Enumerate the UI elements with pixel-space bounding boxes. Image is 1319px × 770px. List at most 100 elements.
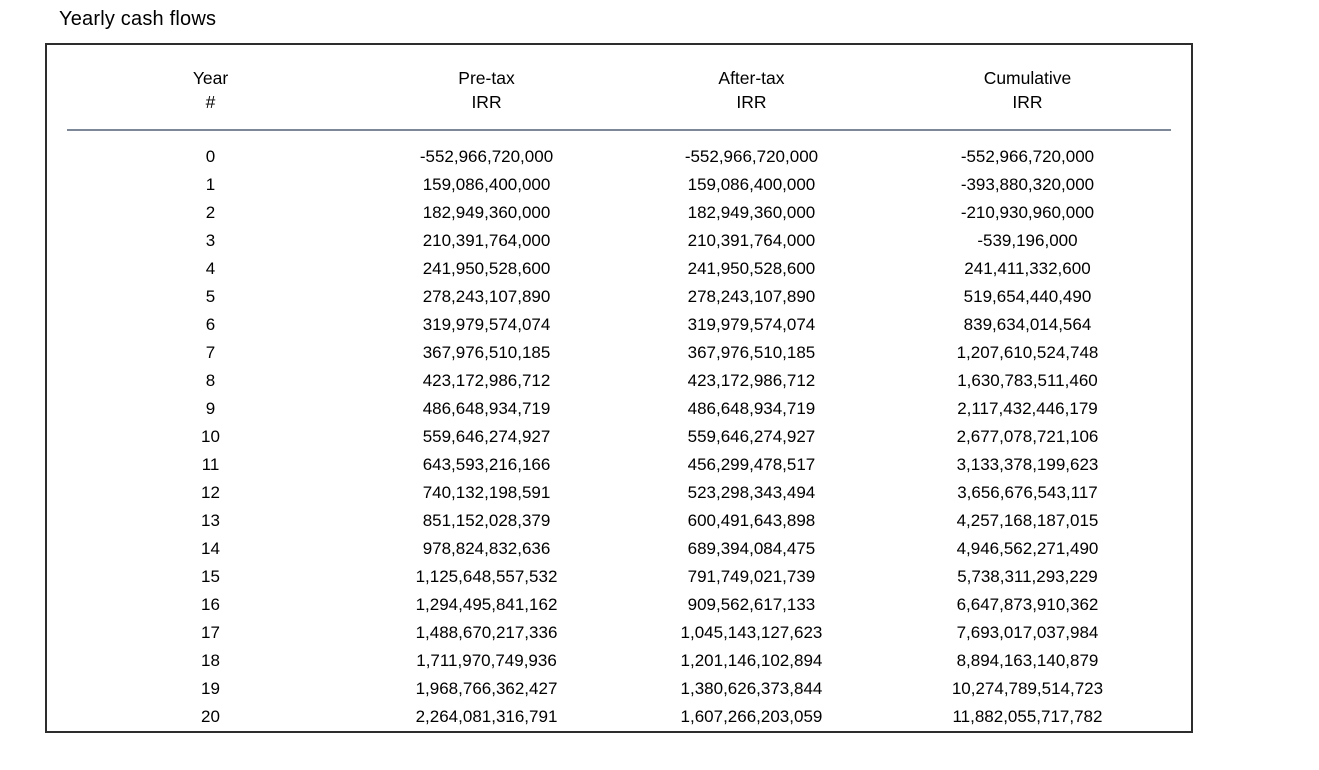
table-row: 14 978,824,832,636 689,394,084,475 4,946,56… — [67, 535, 1171, 563]
table-row: 17 1,488,670,217,336 1,045,143,127,623 7,69… — [67, 619, 1171, 647]
page-title: Yearly cash flows — [59, 8, 217, 30]
aftertax-irr-cell: 909,562,617,133 — [687, 595, 816, 614]
pretax-irr-cell: 241,950,528,600 — [422, 259, 551, 278]
column-header-year: Year # — [67, 45, 355, 131]
year-cell: 2 — [205, 203, 216, 222]
pretax-irr-cell: 210,391,764,000 — [422, 231, 551, 250]
aftertax-irr-cell: 367,976,510,185 — [687, 343, 816, 362]
year-cell: 15 — [201, 567, 220, 586]
column-header-pretax-line1: Pre-tax — [458, 68, 515, 88]
aftertax-irr-cell: 600,491,643,898 — [687, 511, 816, 530]
table-row: 19 1,968,766,362,427 1,380,626,373,844 10,2… — [67, 675, 1171, 703]
cumulative-irr-cell: 10,274,789,514,723 — [951, 679, 1104, 698]
year-cell: 8 — [205, 371, 216, 390]
column-header-aftertax-line1: After-tax — [718, 68, 785, 88]
year-cell: 19 — [201, 679, 220, 698]
pretax-irr-cell: 851,152,028,379 — [422, 511, 551, 530]
column-header-cumulative-line2: IRR — [1012, 92, 1043, 112]
cumulative-irr-cell: -539,196,000 — [977, 231, 1078, 250]
table-row: 2 182,949,360,000 182,949,360,000 -210,930,… — [67, 199, 1171, 227]
year-cell: 4 — [205, 259, 216, 278]
table-row: 4 241,950,528,600 241,950,528,600 241,411,3… — [67, 255, 1171, 283]
column-header-aftertax-line2: IRR — [736, 92, 767, 112]
aftertax-irr-cell: 278,243,107,890 — [687, 287, 816, 306]
cumulative-irr-cell: 3,656,676,543,117 — [957, 483, 1098, 502]
table-row: 18 1,711,970,749,936 1,201,146,102,894 8,89… — [67, 647, 1171, 675]
table-header: Year # Pre-tax IRR After-tax IRR Cumulat… — [67, 45, 1171, 131]
column-header-cumulative-line1: Cumulative — [983, 68, 1072, 88]
cumulative-irr-cell: 2,117,432,446,179 — [957, 399, 1098, 418]
cashflow-table: Year # Pre-tax IRR After-tax IRR Cumulat… — [67, 45, 1171, 731]
cumulative-irr-cell: 4,257,168,187,015 — [956, 511, 1099, 530]
aftertax-irr-cell: 319,979,574,074 — [687, 315, 816, 334]
cumulative-irr-cell: -552,966,720,000 — [960, 147, 1095, 166]
cumulative-irr-cell: 3,133,378,199,623 — [956, 455, 1099, 474]
aftertax-irr-cell: 241,950,528,600 — [687, 259, 816, 278]
table-row: 15 1,125,648,557,532 791,749,021,739 5,738,… — [67, 563, 1171, 591]
year-cell: 5 — [205, 287, 216, 306]
cumulative-irr-cell: 5,738,311,293,229 — [957, 567, 1098, 586]
pretax-irr-cell: 367,976,510,185 — [422, 343, 551, 362]
pretax-irr-cell: -552,966,720,000 — [419, 147, 554, 166]
aftertax-irr-cell: 159,086,400,000 — [687, 175, 816, 194]
year-cell: 12 — [201, 483, 220, 502]
cumulative-irr-cell: 1,630,783,511,460 — [957, 371, 1098, 390]
aftertax-irr-cell: 791,749,021,739 — [687, 567, 816, 586]
year-cell: 3 — [205, 231, 216, 250]
aftertax-irr-cell: 1,045,143,127,623 — [680, 623, 823, 642]
pretax-irr-cell: 1,711,970,749,936 — [416, 651, 557, 670]
year-cell: 7 — [205, 343, 216, 362]
year-cell: 9 — [205, 399, 216, 418]
cumulative-irr-cell: 4,946,562,271,490 — [956, 539, 1099, 558]
column-header-year-line2: # — [205, 92, 216, 112]
column-header-pretax: Pre-tax IRR — [354, 45, 619, 131]
pretax-irr-cell: 978,824,832,636 — [422, 539, 551, 558]
pretax-irr-cell: 319,979,574,074 — [422, 315, 551, 334]
year-cell: 14 — [201, 539, 220, 558]
year-cell: 1 — [205, 175, 216, 194]
pretax-irr-cell: 1,968,766,362,427 — [415, 679, 558, 698]
header-row: Year # Pre-tax IRR After-tax IRR Cumulat… — [67, 45, 1171, 131]
table-row: 12 740,132,198,591 523,298,343,494 3,656,67… — [67, 479, 1171, 507]
year-cell: 20 — [201, 707, 220, 726]
year-cell: 10 — [201, 427, 220, 446]
pretax-irr-cell: 278,243,107,890 — [422, 287, 551, 306]
aftertax-irr-cell: 456,299,478,517 — [687, 455, 816, 474]
table-row: 3 210,391,764,000 210,391,764,000 -539,196,… — [67, 227, 1171, 255]
cumulative-irr-cell: 6,647,873,910,362 — [956, 595, 1099, 614]
year-cell: 0 — [205, 147, 216, 166]
pretax-irr-cell: 559,646,274,927 — [422, 427, 551, 446]
table-row: 7 367,976,510,185 367,976,510,185 1,207,610… — [67, 339, 1171, 367]
cashflow-table-box: Year # Pre-tax IRR After-tax IRR Cumulat… — [45, 43, 1193, 733]
pretax-irr-cell: 740,132,198,591 — [422, 483, 551, 502]
aftertax-irr-cell: 423,172,986,712 — [687, 371, 816, 390]
pretax-irr-cell: 1,125,648,557,532 — [415, 567, 558, 586]
table-body: 0 -552,966,720,000 -552,966,720,000 -552,96… — [67, 130, 1171, 731]
table-row: 20 2,264,081,316,791 1,607,266,203,059 11,8… — [67, 703, 1171, 731]
year-cell: 6 — [205, 315, 216, 334]
pretax-irr-cell: 2,264,081,316,791 — [415, 707, 558, 726]
cumulative-irr-cell: 11,882,055,717,782 — [952, 707, 1103, 726]
aftertax-irr-cell: 1,380,626,373,844 — [680, 679, 823, 698]
table-row: 6 319,979,574,074 319,979,574,074 839,634,0… — [67, 311, 1171, 339]
pretax-irr-cell: 159,086,400,000 — [422, 175, 551, 194]
cumulative-irr-cell: 839,634,014,564 — [963, 315, 1092, 334]
column-header-pretax-line2: IRR — [471, 92, 502, 112]
aftertax-irr-cell: 1,201,146,102,894 — [680, 651, 823, 670]
pretax-irr-cell: 423,172,986,712 — [422, 371, 551, 390]
column-header-year-line1: Year — [192, 68, 229, 88]
table-row: 16 1,294,495,841,162 909,562,617,133 6,647,… — [67, 591, 1171, 619]
pretax-irr-cell: 643,593,216,166 — [422, 455, 551, 474]
year-cell: 17 — [201, 623, 220, 642]
table-row: 13 851,152,028,379 600,491,643,898 4,257,16… — [67, 507, 1171, 535]
table-row: 0 -552,966,720,000 -552,966,720,000 -552,96… — [67, 130, 1171, 171]
cumulative-irr-cell: 241,411,332,600 — [964, 259, 1091, 278]
table-row: 10 559,646,274,927 559,646,274,927 2,677,07… — [67, 423, 1171, 451]
aftertax-irr-cell: 1,607,266,203,059 — [680, 707, 823, 726]
cumulative-irr-cell: 8,894,163,140,879 — [956, 651, 1099, 670]
pretax-irr-cell: 182,949,360,000 — [422, 203, 551, 222]
year-cell: 16 — [201, 595, 220, 614]
year-cell: 11 — [201, 455, 220, 474]
pretax-irr-cell: 486,648,934,719 — [422, 399, 551, 418]
